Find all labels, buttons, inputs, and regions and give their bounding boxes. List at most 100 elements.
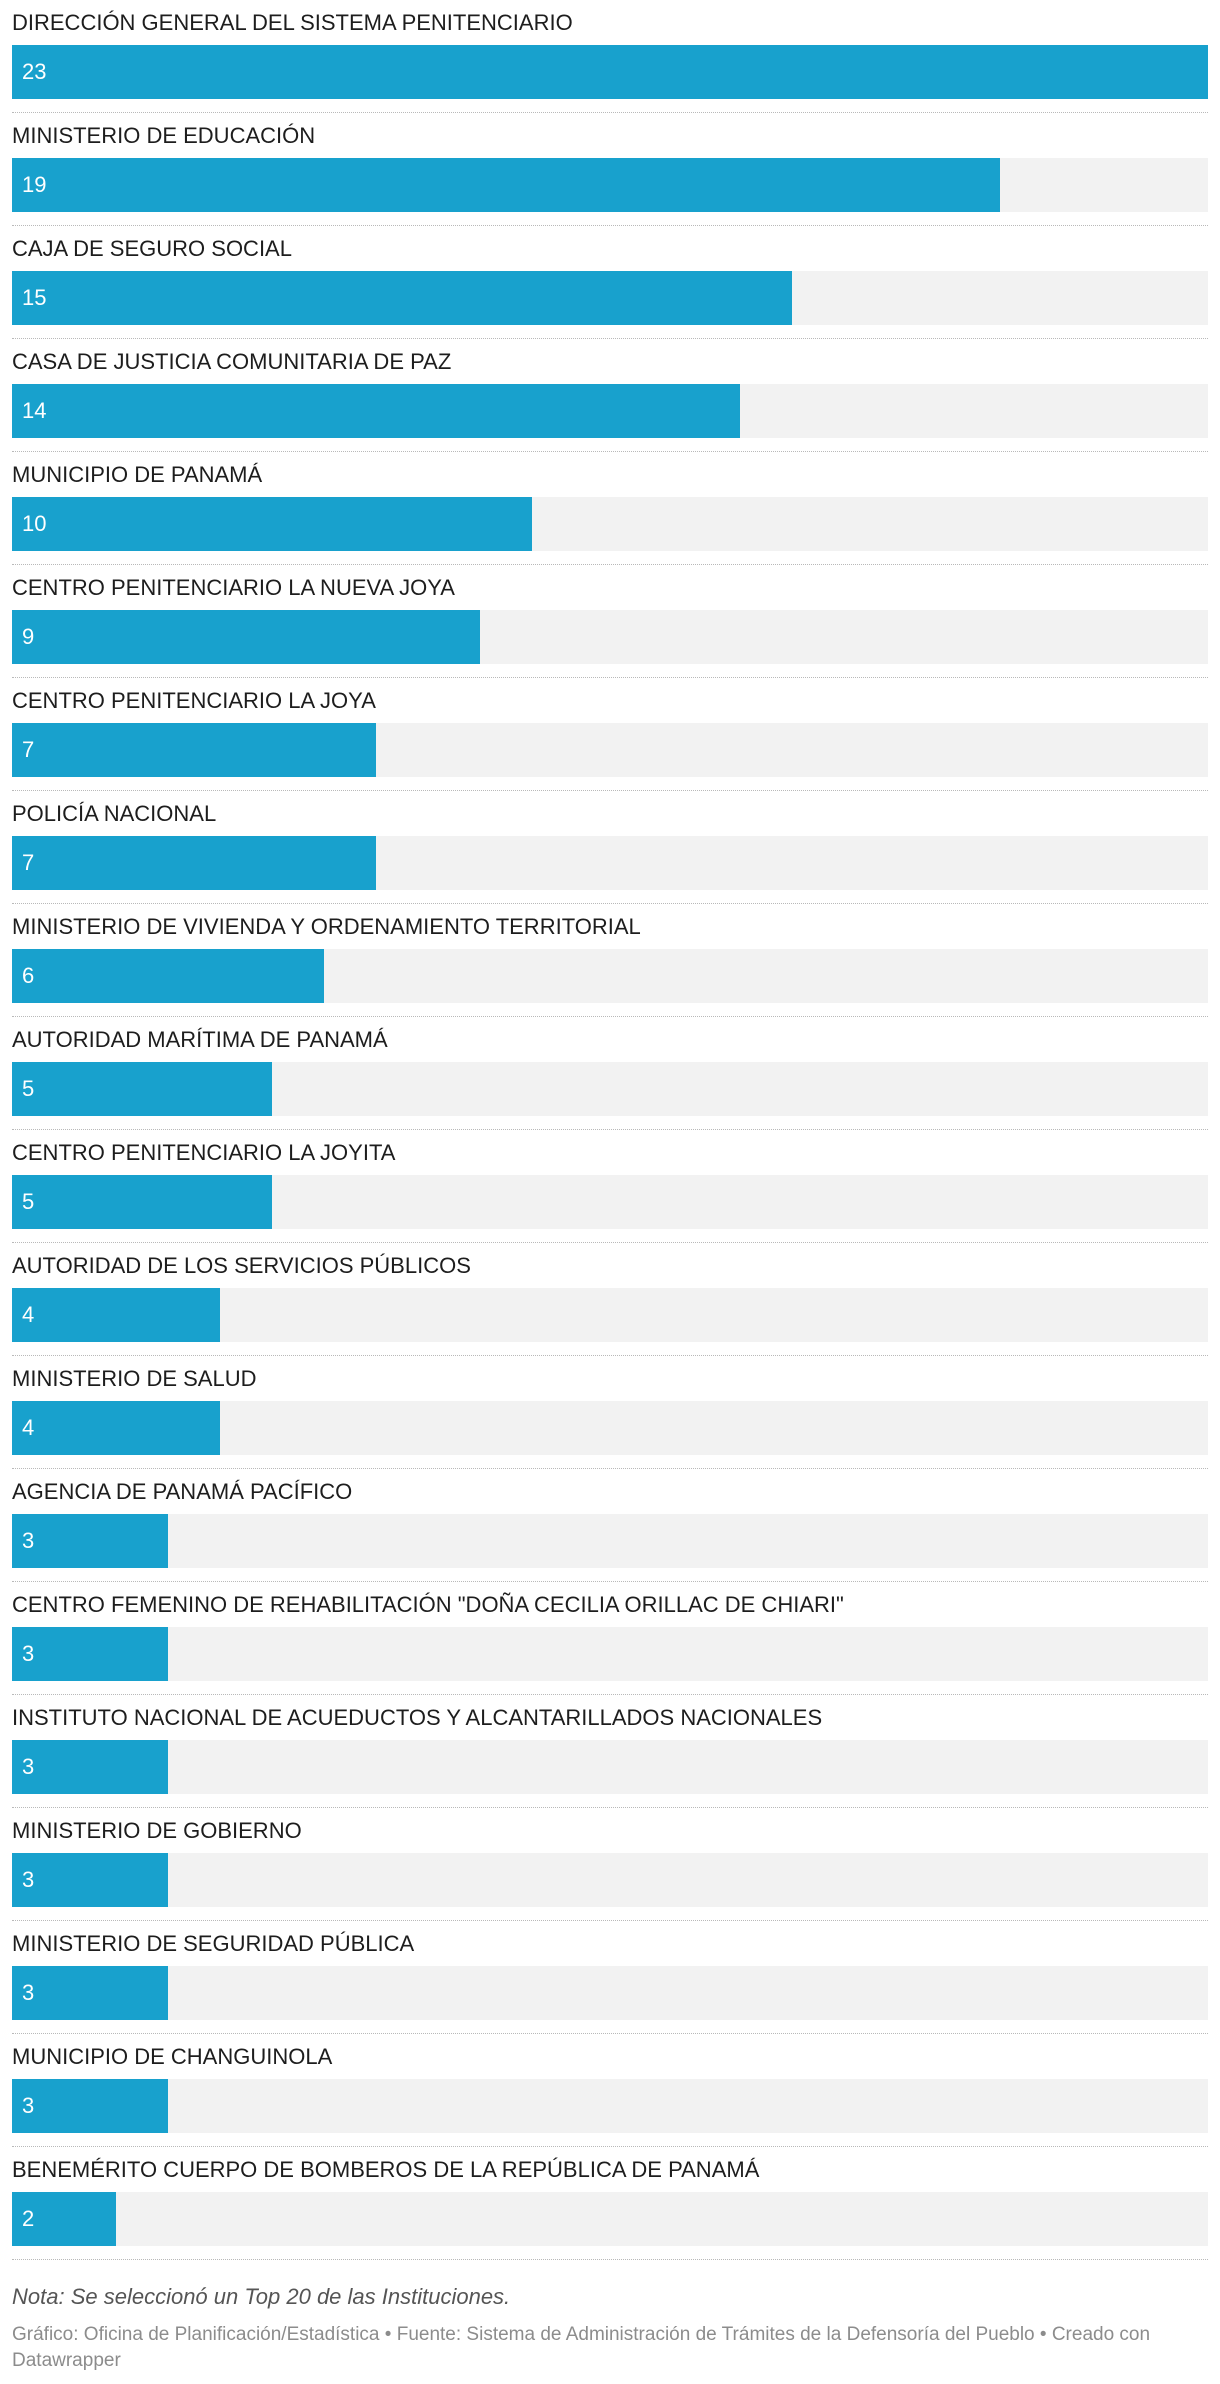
category-label: CENTRO PENITENCIARIO LA JOYITA — [12, 1140, 396, 1165]
bar-row: AUTORIDAD MARÍTIMA DE PANAMÁ 5 — [12, 1017, 1208, 1130]
bar-track — [12, 1740, 1208, 1794]
row-divider — [12, 2033, 1208, 2034]
row-divider — [12, 338, 1208, 339]
bar-row: MUNICIPIO DE PANAMÁ 10 — [12, 452, 1208, 565]
row-divider — [12, 1920, 1208, 1921]
value-label: 4 — [22, 1415, 35, 1440]
bar-row: CENTRO PENITENCIARIO LA JOYITA 5 — [12, 1130, 1208, 1243]
value-label: 5 — [22, 1189, 35, 1214]
bar-row: POLICÍA NACIONAL 7 — [12, 791, 1208, 904]
bar — [12, 1627, 168, 1681]
bar — [12, 45, 1208, 99]
category-label: MUNICIPIO DE PANAMÁ — [12, 462, 263, 487]
bar-row: MUNICIPIO DE CHANGUINOLA 3 — [12, 2034, 1208, 2147]
row-divider — [12, 2259, 1208, 2260]
row-divider — [12, 677, 1208, 678]
row-divider — [12, 1242, 1208, 1243]
category-label: CASA DE JUSTICIA COMUNITARIA DE PAZ — [12, 349, 452, 374]
bar-row: CENTRO PENITENCIARIO LA JOYA 7 — [12, 678, 1208, 791]
value-label: 3 — [22, 1528, 35, 1553]
bar-row: CAJA DE SEGURO SOCIAL 15 — [12, 226, 1208, 339]
value-label: 9 — [22, 624, 35, 649]
row-divider — [12, 1807, 1208, 1808]
chart-footer: Gráfico: Oficina de Planificación/Estadí… — [12, 2324, 1151, 2371]
row-divider — [12, 564, 1208, 565]
bar-row: CENTRO FEMENINO DE REHABILITACIÓN "DOÑA … — [12, 1582, 1208, 1695]
value-label: 4 — [22, 1302, 35, 1327]
value-label: 3 — [22, 1641, 35, 1666]
category-label: BENEMÉRITO CUERPO DE BOMBEROS DE LA REPÚ… — [12, 2157, 760, 2182]
category-label: MINISTERIO DE VIVIENDA Y ORDENAMIENTO TE… — [12, 914, 641, 939]
category-label: MINISTERIO DE GOBIERNO — [12, 1818, 302, 1843]
bar — [12, 949, 324, 1003]
bar-row: INSTITUTO NACIONAL DE ACUEDUCTOS Y ALCAN… — [12, 1695, 1208, 1808]
row-divider — [12, 1581, 1208, 1582]
row-divider — [12, 2146, 1208, 2147]
row-divider — [12, 1355, 1208, 1356]
bar-row: CENTRO PENITENCIARIO LA NUEVA JOYA 9 — [12, 565, 1208, 678]
bar-row: BENEMÉRITO CUERPO DE BOMBEROS DE LA REPÚ… — [12, 2147, 1208, 2260]
category-label: CENTRO PENITENCIARIO LA JOYA — [12, 688, 376, 713]
bar-track — [12, 1966, 1208, 2020]
row-divider — [12, 903, 1208, 904]
value-label: 3 — [22, 1980, 35, 2005]
bar-row: MINISTERIO DE SEGURIDAD PÚBLICA 3 — [12, 1921, 1208, 2034]
bar-row: MINISTERIO DE SALUD 4 — [12, 1356, 1208, 1469]
row-divider — [12, 1694, 1208, 1695]
bar-row: CASA DE JUSTICIA COMUNITARIA DE PAZ 14 — [12, 339, 1208, 452]
value-label: 14 — [22, 398, 47, 423]
bar — [12, 271, 792, 325]
bar-track — [12, 1514, 1208, 1568]
bar-row: MINISTERIO DE GOBIERNO 3 — [12, 1808, 1208, 1921]
bar-row: AUTORIDAD DE LOS SERVICIOS PÚBLICOS 4 — [12, 1243, 1208, 1356]
row-divider — [12, 112, 1208, 113]
category-label: AUTORIDAD DE LOS SERVICIOS PÚBLICOS — [12, 1253, 471, 1278]
row-divider — [12, 1016, 1208, 1017]
bar — [12, 1401, 220, 1455]
category-label: AGENCIA DE PANAMÁ PACÍFICO — [12, 1479, 353, 1504]
bar — [12, 836, 376, 890]
chart-note: Nota: Se seleccionó un Top 20 de las Ins… — [12, 2284, 511, 2309]
category-label: MUNICIPIO DE CHANGUINOLA — [12, 2044, 333, 2069]
bar — [12, 2192, 116, 2246]
row-divider — [12, 1468, 1208, 1469]
category-label: CENTRO PENITENCIARIO LA NUEVA JOYA — [12, 575, 455, 600]
bar-row: DIRECCIÓN GENERAL DEL SISTEMA PENITENCIA… — [12, 0, 1208, 113]
value-label: 7 — [22, 850, 35, 875]
category-label: MINISTERIO DE EDUCACIÓN — [12, 123, 316, 148]
bar-track — [12, 1853, 1208, 1907]
bar — [12, 610, 480, 664]
bar — [12, 1853, 168, 1907]
bar — [12, 1175, 272, 1229]
value-label: 23 — [22, 59, 47, 84]
value-label: 10 — [22, 511, 47, 536]
value-label: 6 — [22, 963, 35, 988]
bar — [12, 1740, 168, 1794]
row-divider — [12, 1129, 1208, 1130]
category-label: INSTITUTO NACIONAL DE ACUEDUCTOS Y ALCAN… — [12, 1705, 823, 1730]
bar — [12, 384, 740, 438]
bar-row: MINISTERIO DE EDUCACIÓN 19 — [12, 113, 1208, 226]
bar-track — [12, 1627, 1208, 1681]
category-label: POLICÍA NACIONAL — [12, 801, 217, 826]
bar-row: MINISTERIO DE VIVIENDA Y ORDENAMIENTO TE… — [12, 904, 1208, 1017]
category-label: AUTORIDAD MARÍTIMA DE PANAMÁ — [12, 1027, 388, 1052]
category-label: DIRECCIÓN GENERAL DEL SISTEMA PENITENCIA… — [12, 10, 573, 35]
value-label: 19 — [22, 172, 47, 197]
bar — [12, 723, 376, 777]
value-label: 3 — [22, 1754, 35, 1779]
value-label: 15 — [22, 285, 47, 310]
row-divider — [12, 225, 1208, 226]
value-label: 7 — [22, 737, 35, 762]
bar — [12, 1514, 168, 1568]
value-label: 3 — [22, 2093, 35, 2118]
bar-track — [12, 2079, 1208, 2133]
value-label: 2 — [22, 2206, 35, 2231]
value-label: 3 — [22, 1867, 35, 1892]
category-label: MINISTERIO DE SALUD — [12, 1366, 257, 1391]
bar — [12, 1966, 168, 2020]
value-label: 5 — [22, 1076, 35, 1101]
bar-row: AGENCIA DE PANAMÁ PACÍFICO 3 — [12, 1469, 1208, 1582]
category-label: CENTRO FEMENINO DE REHABILITACIÓN "DOÑA … — [12, 1592, 844, 1617]
category-label: CAJA DE SEGURO SOCIAL — [12, 236, 292, 261]
